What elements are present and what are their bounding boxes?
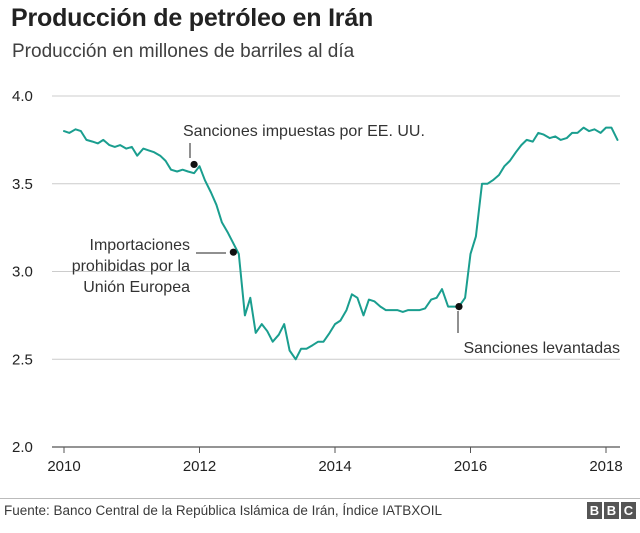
source-note: Fuente: Banco Central de la República Is…: [4, 503, 442, 518]
chart-subtitle: Producción en millones de barriles al dí…: [12, 41, 355, 62]
annotation-label: Importaciones: [90, 237, 191, 254]
bbc-logo: B B C: [587, 502, 636, 519]
chart-title: Producción de petróleo en Irán: [11, 4, 374, 32]
y-axis: 2.0 2.5 3.0 3.5 4.0: [12, 88, 33, 456]
gridlines: [52, 95, 620, 448]
bbc-logo-letter: B: [604, 502, 619, 519]
annotation-label: Sanciones impuestas por EE. UU.: [183, 123, 425, 140]
bbc-logo-letter: B: [587, 502, 602, 519]
annotation-label: Sanciones levantadas: [463, 340, 620, 357]
y-tick-label: 2.0: [12, 439, 33, 456]
y-tick-label: 2.5: [12, 351, 33, 368]
annotation-label: prohibidas por la: [72, 258, 190, 275]
x-tick-label: 2018: [589, 458, 622, 475]
y-tick-label: 3.5: [12, 176, 33, 193]
y-tick-label: 4.0: [12, 88, 33, 105]
annotations-group: Sanciones impuestas por EE. UU. Importaci…: [72, 123, 620, 357]
oil-production-chart: 2.0 2.5 3.0 3.5 4.0 2010 2012 2014 2016 2018 San…: [12, 88, 623, 475]
x-axis: 2010 2012 2014 2016 2018: [47, 447, 623, 475]
x-tick-label: 2010: [47, 458, 80, 475]
annotation-marker: [190, 160, 198, 169]
annotation-marker: [229, 248, 237, 256]
bbc-logo-letter: C: [621, 502, 636, 519]
annotation-marker: [455, 303, 463, 311]
series-group: [63, 126, 619, 361]
series-line: [63, 126, 619, 361]
annotation-label: Unión Europea: [83, 279, 190, 296]
x-tick-label: 2016: [454, 458, 487, 475]
x-tick-label: 2014: [318, 458, 351, 475]
footer-divider: [0, 498, 640, 499]
x-tick-label: 2012: [183, 458, 216, 475]
y-tick-label: 3.0: [12, 264, 33, 281]
